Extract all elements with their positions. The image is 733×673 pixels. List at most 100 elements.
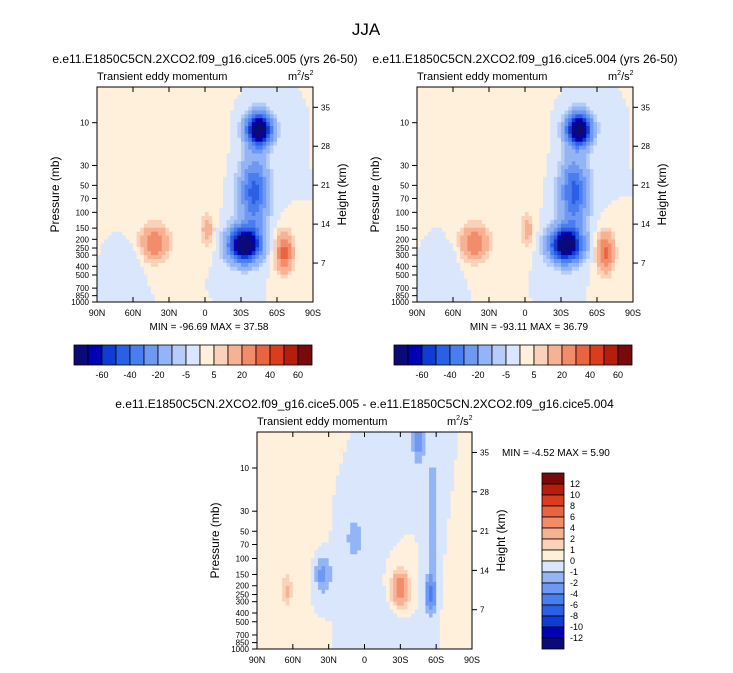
field-cell — [535, 157, 540, 162]
field-cell — [579, 145, 584, 151]
field-cell — [543, 145, 548, 151]
field-cell — [212, 188, 217, 194]
field-cell — [273, 227, 278, 233]
field-cell — [190, 208, 195, 213]
field-cell — [295, 149, 300, 155]
field-cell — [115, 169, 120, 174]
field-cell — [453, 157, 458, 162]
field-cell — [571, 184, 576, 190]
field-cell — [136, 262, 141, 268]
field-cell — [183, 87, 188, 92]
field-cell — [201, 255, 206, 260]
field-cell — [435, 114, 440, 119]
field-cell — [438, 94, 443, 100]
field-cell — [100, 153, 105, 158]
field-cell — [302, 212, 307, 217]
field-cell — [420, 141, 425, 147]
field-cell — [251, 118, 256, 123]
field-cell — [158, 98, 163, 104]
field-cell — [492, 133, 497, 139]
field-cell — [535, 188, 540, 194]
field-cell — [169, 110, 174, 115]
field-cell — [262, 130, 267, 135]
field-cell — [568, 173, 573, 178]
field-cell — [615, 110, 620, 115]
field-cell — [449, 133, 454, 139]
field-cell — [111, 235, 116, 241]
field-cell — [161, 247, 166, 252]
field-cell — [233, 239, 238, 244]
field-cell — [136, 141, 141, 147]
field-cell — [298, 122, 303, 127]
field-cell — [212, 278, 217, 284]
panel-top-left: e.e11.E1850C5CN.2XCO2.f09_g16.cice5.005 … — [48, 52, 358, 333]
field-cell — [251, 153, 256, 158]
field-cell — [298, 157, 303, 162]
field-cell — [273, 133, 278, 139]
field-cell — [158, 126, 163, 131]
field-cell — [478, 114, 483, 119]
field-cell — [226, 208, 231, 213]
field-cell — [158, 188, 163, 194]
field-cell — [201, 94, 206, 100]
field-cell — [125, 239, 130, 244]
field-cell — [215, 262, 220, 268]
field-cell — [230, 153, 235, 158]
field-cell — [133, 188, 138, 194]
field-cell — [262, 188, 267, 194]
field-cell — [125, 114, 130, 119]
field-cell — [233, 204, 238, 209]
field-cell — [262, 126, 267, 131]
field-cell — [604, 110, 609, 115]
field-cell — [431, 130, 436, 135]
field-cell — [129, 270, 134, 276]
field-cell — [161, 266, 166, 272]
field-cell — [226, 216, 231, 221]
field-cell — [125, 137, 130, 143]
field-cell — [291, 153, 296, 158]
field-cell — [233, 102, 238, 108]
field-cell — [255, 255, 260, 260]
field-cell — [546, 126, 551, 131]
field-cell — [183, 251, 188, 256]
field-cell — [244, 114, 249, 119]
field-cell — [514, 165, 519, 170]
field-cell — [226, 141, 231, 147]
field-cell — [295, 298, 300, 302]
field-cell — [107, 188, 112, 194]
field-cell — [233, 137, 238, 143]
field-cell — [305, 208, 310, 213]
field-cell — [172, 130, 177, 135]
field-cell — [255, 235, 260, 241]
field-cell — [230, 278, 235, 284]
field-cell — [208, 251, 213, 256]
field-cell — [140, 204, 145, 209]
field-cell — [503, 126, 508, 131]
field-cell — [607, 126, 612, 131]
field-cell — [291, 259, 296, 264]
field-cell — [219, 141, 224, 147]
field-cell — [535, 141, 540, 147]
field-cell — [528, 188, 533, 194]
field-cell — [165, 251, 170, 256]
field-cell — [287, 188, 292, 194]
field-cell — [129, 126, 134, 131]
field-cell — [507, 176, 512, 182]
field-cell — [197, 133, 202, 139]
field-cell — [442, 130, 447, 135]
field-cell — [305, 200, 310, 205]
field-cell — [550, 161, 555, 166]
field-cell — [510, 122, 515, 127]
field-cell — [284, 235, 289, 241]
field-cell — [485, 106, 490, 112]
field-cell — [183, 259, 188, 264]
field-cell — [295, 165, 300, 170]
field-cell — [107, 169, 112, 174]
field-cell — [143, 243, 148, 248]
field-cell — [586, 98, 591, 104]
field-cell — [215, 161, 220, 166]
field-cell — [539, 110, 544, 115]
field-cell — [463, 90, 468, 96]
field-cell — [187, 274, 192, 280]
field-cell — [201, 208, 206, 213]
